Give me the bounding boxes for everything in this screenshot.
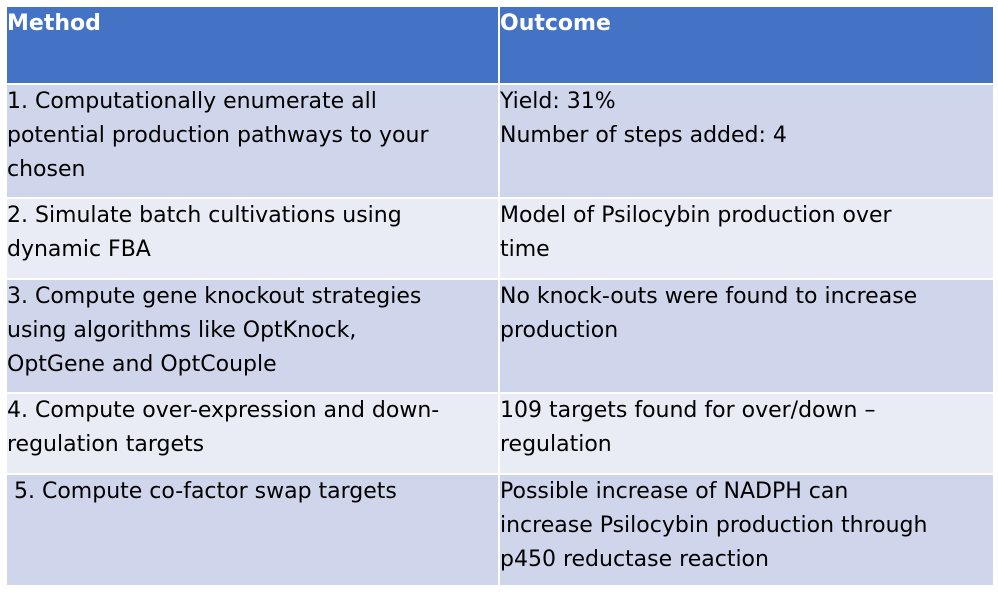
outcome-text: 109 targets found for over/down – xyxy=(500,398,876,423)
outcome-text: production xyxy=(500,318,619,343)
method-cell: 2. Simulate batch cultivations using dyn… xyxy=(5,197,500,280)
outcome-text: p450 reductase reaction xyxy=(500,547,769,572)
outcome-text: time xyxy=(500,237,550,262)
method-text: 5. Compute co-factor swap targets xyxy=(7,479,397,504)
method-text: dynamic FBA xyxy=(7,237,151,262)
outcome-text: Yield: 31% xyxy=(500,89,616,114)
outcome-text: Number of steps added: 4 xyxy=(500,123,787,148)
method-cell: 5. Compute co-factor swap targets xyxy=(5,473,500,587)
outcome-cell: 109 targets found for over/down – regula… xyxy=(498,392,995,475)
outcome-cell: No knock-outs were found to increase pro… xyxy=(498,278,995,394)
outcome-text: No knock-outs were found to increase xyxy=(500,284,918,309)
outcome-cell: Model of Psilocybin production over time xyxy=(498,197,995,280)
table-header-row: Method Outcome xyxy=(5,5,995,85)
method-text: chosen xyxy=(7,157,86,182)
column-header-outcome: Outcome xyxy=(498,5,995,85)
table-row: 1. Computationally enumerate all potenti… xyxy=(5,83,995,199)
outcome-text: Possible increase of NADPH can xyxy=(500,479,849,504)
table-row: 2. Simulate batch cultivations using dyn… xyxy=(5,197,995,280)
method-text: OptGene and OptCouple xyxy=(7,352,277,377)
outcome-text: increase Psilocybin production through xyxy=(500,513,928,538)
method-text: 4. Compute over-expression and down- xyxy=(7,398,440,423)
outcome-cell: Possible increase of NADPH can increase … xyxy=(498,473,995,587)
method-cell: 1. Computationally enumerate all potenti… xyxy=(5,83,500,199)
method-text: 3. Compute gene knockout strategies xyxy=(7,284,422,309)
outcome-text: Model of Psilocybin production over xyxy=(500,203,892,228)
method-cell: 3. Compute gene knockout strategies usin… xyxy=(5,278,500,394)
method-text: using algorithms like OptKnock, xyxy=(7,318,357,343)
outcome-cell: Yield: 31% Number of steps added: 4 xyxy=(498,83,995,199)
method-text: potential production pathways to your xyxy=(7,123,429,148)
table-row: 4. Compute over-expression and down- reg… xyxy=(5,392,995,475)
table-row: 3. Compute gene knockout strategies usin… xyxy=(5,278,995,394)
method-cell: 4. Compute over-expression and down- reg… xyxy=(5,392,500,475)
method-text: 2. Simulate batch cultivations using xyxy=(7,203,402,228)
methods-outcomes-table: Method Outcome 1. Computationally enumer… xyxy=(5,5,995,587)
method-text: 1. Computationally enumerate all xyxy=(7,89,377,114)
column-header-method: Method xyxy=(5,5,500,85)
method-text: regulation targets xyxy=(7,432,205,457)
outcome-text: regulation xyxy=(500,432,612,457)
table-row: 5. Compute co-factor swap targets Possib… xyxy=(5,473,995,587)
